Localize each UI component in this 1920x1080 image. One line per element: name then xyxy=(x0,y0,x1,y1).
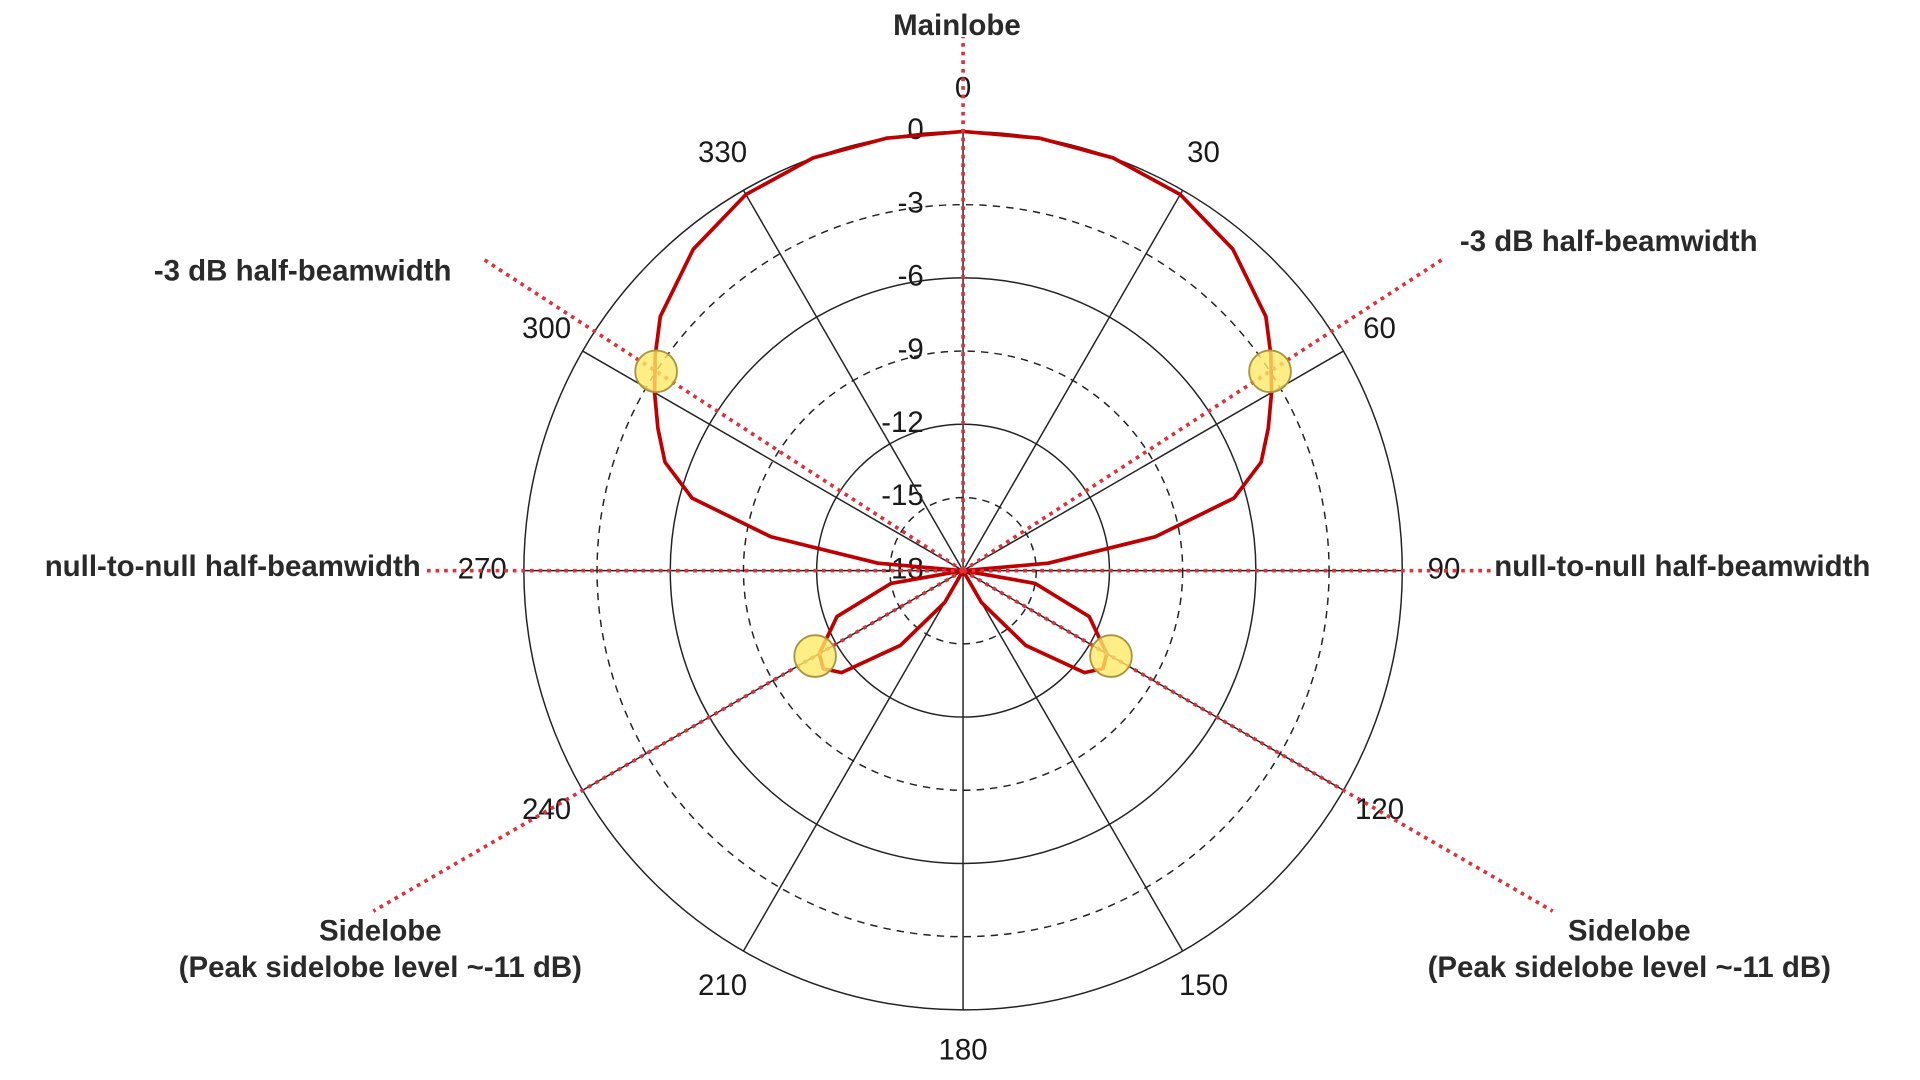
highlight-marker xyxy=(634,349,678,394)
annotation-line xyxy=(372,569,964,913)
annotation-label: -3 dB half-beamwidth xyxy=(154,254,452,287)
theta-tick-label: 180 xyxy=(939,1033,988,1066)
annotation-line xyxy=(479,255,965,573)
r-tick-label: -3 xyxy=(898,186,924,219)
highlight-marker xyxy=(1248,349,1292,394)
annotation-label: null-to-null half-beamwidth xyxy=(45,550,421,583)
spoke xyxy=(742,570,964,952)
annotation-label: Sidelobe xyxy=(319,914,442,947)
spoke xyxy=(742,189,964,572)
r-tick-label: -12 xyxy=(881,406,924,439)
theta-tick-label: 30 xyxy=(1187,136,1220,169)
annotations: Mainlobe -3 dB half-beamwidth -3 dB half-b… xyxy=(45,9,1871,984)
annotation-line xyxy=(962,569,1554,913)
annotation-label: Mainlobe xyxy=(893,9,1021,42)
annotation-label: null-to-null half-beamwidth xyxy=(1494,550,1870,583)
spoke xyxy=(962,570,1184,952)
annotation-label: (Peak sidelobe level ~-11 dB) xyxy=(179,951,582,984)
annotation-label: (Peak sidelobe level ~-11 dB) xyxy=(1428,951,1831,984)
theta-tick-label: 300 xyxy=(522,312,571,345)
highlight-marker xyxy=(1089,634,1133,678)
r-tick-label: -6 xyxy=(898,260,924,293)
annotation-label: Sidelobe xyxy=(1568,914,1691,947)
theta-tick-label: 330 xyxy=(698,136,747,169)
spoke xyxy=(962,570,1344,791)
theta-tick-label: 210 xyxy=(698,969,747,1002)
theta-tick-label: 150 xyxy=(1179,969,1228,1002)
theta-tick-label: 60 xyxy=(1363,312,1396,345)
r-tick-label: -15 xyxy=(881,479,924,512)
grid: -18-15-12-9-6-30030609012015018021024027… xyxy=(458,72,1461,1067)
spoke xyxy=(582,570,964,791)
highlight-marker xyxy=(793,634,837,678)
annotation-line xyxy=(962,255,1447,573)
spoke xyxy=(962,189,1184,572)
annotation-label: -3 dB half-beamwidth xyxy=(1460,225,1758,258)
r-tick-label: -9 xyxy=(898,333,924,366)
r-tick-label: 0 xyxy=(907,113,923,146)
